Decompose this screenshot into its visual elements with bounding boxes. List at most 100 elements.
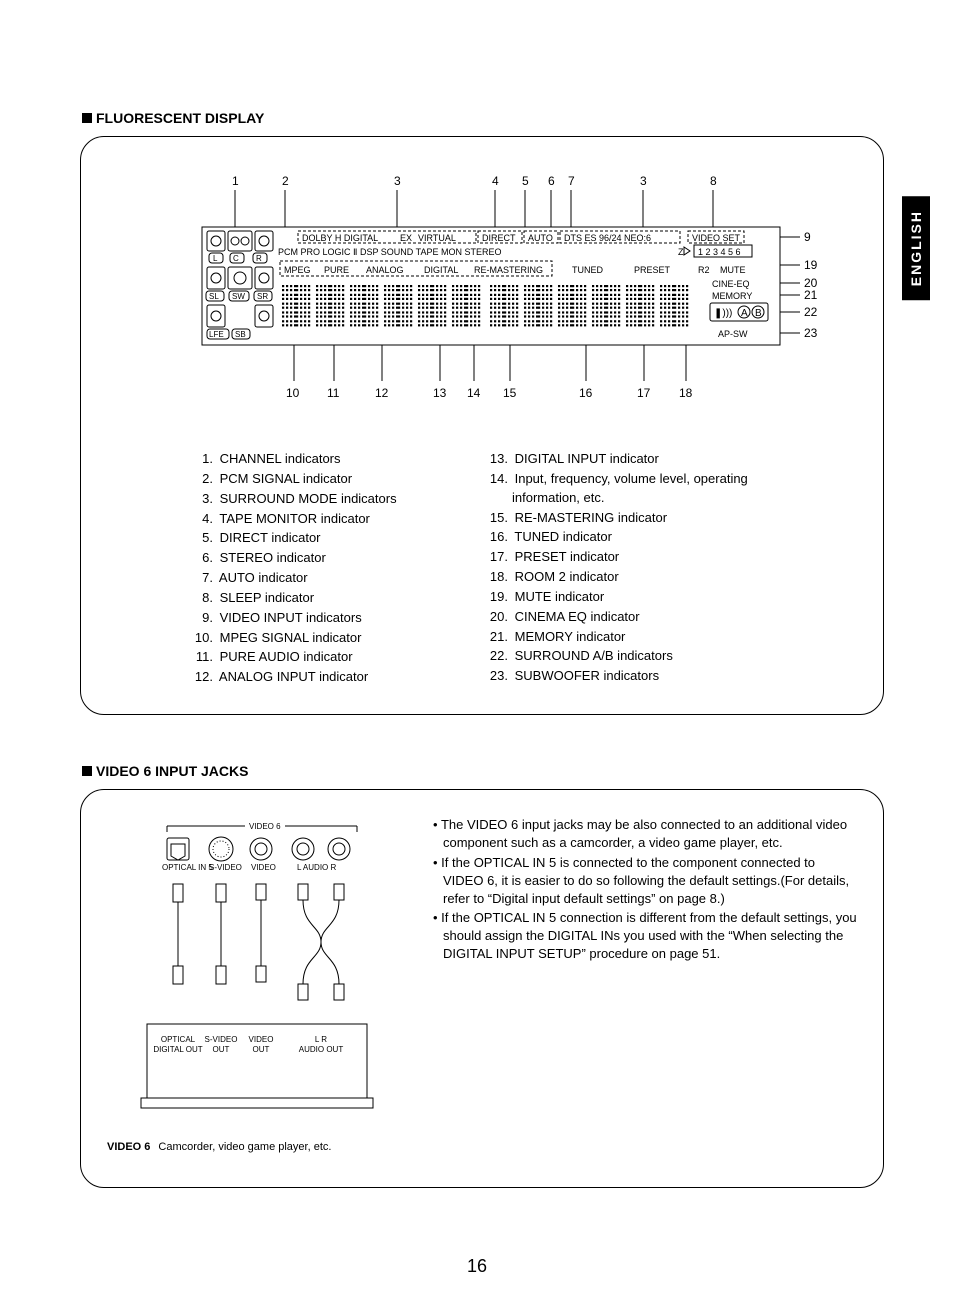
legend-item: 11. PURE AUDIO indicator <box>187 648 482 667</box>
video6-caption: VIDEO 6Camcorder, video game player, etc… <box>107 1141 407 1153</box>
svg-text:6: 6 <box>548 174 555 188</box>
legend-item: 14. Input, frequency, volume level, oper… <box>482 470 777 508</box>
svg-text:17: 17 <box>637 386 651 400</box>
svg-text:EX: EX <box>400 233 412 243</box>
svg-text:VIDEO: VIDEO <box>251 863 276 872</box>
legend-item: 13. DIGITAL INPUT indicator <box>482 450 777 469</box>
svg-text:PRESET: PRESET <box>634 265 671 275</box>
legend-item: 2. PCM SIGNAL indicator <box>187 470 482 489</box>
svg-text:VIDEO SET: VIDEO SET <box>692 233 741 243</box>
svg-text:VIDEO 6: VIDEO 6 <box>249 822 281 831</box>
svg-text:1 2 3 4 5 6: 1 2 3 4 5 6 <box>698 247 741 257</box>
fluorescent-diagram: 1 2 3 4 5 6 7 3 8 <box>107 165 857 430</box>
legend-item: 18. ROOM 2 indicator <box>482 568 777 587</box>
legend-item: 22. SURROUND A/B indicators <box>482 647 777 666</box>
svg-text:SL: SL <box>209 292 219 301</box>
page-number: 16 <box>0 1256 954 1277</box>
legend-item: 4. TAPE MONITOR indicator <box>187 510 482 529</box>
video6-title: VIDEO 6 INPUT JACKS <box>96 763 248 779</box>
svg-text:TUNED: TUNED <box>572 265 603 275</box>
svg-text:OPTICAL: OPTICAL <box>161 1035 196 1044</box>
video6-title-row: VIDEO 6 INPUT JACKS <box>82 763 884 779</box>
video6-bullet: If the OPTICAL IN 5 is connected to the … <box>433 854 857 909</box>
svg-text:SR: SR <box>257 292 268 301</box>
legend-item: 9. VIDEO INPUT indicators <box>187 609 482 628</box>
legend-item: 7. AUTO indicator <box>187 569 482 588</box>
svg-text:DIGITAL OUT: DIGITAL OUT <box>153 1045 202 1054</box>
svg-text:PCM PRO LOGIC Ⅱ DSP SOUND TAP: PCM PRO LOGIC Ⅱ DSP SOUND TAPE MON STERE… <box>278 247 501 257</box>
legend-item: 8. SLEEP indicator <box>187 589 482 608</box>
svg-text:C: C <box>233 254 239 263</box>
svg-text:L: L <box>213 254 218 263</box>
svg-text:5: 5 <box>522 174 529 188</box>
svg-text:22: 22 <box>804 305 818 319</box>
video6-bullet: If the OPTICAL IN 5 connection is differ… <box>433 909 857 964</box>
svg-text:10: 10 <box>286 386 300 400</box>
top-callouts: 1 2 3 4 5 6 7 3 8 <box>232 174 717 188</box>
svg-text:2: 2 <box>282 174 289 188</box>
legend-item: 6. STEREO indicator <box>187 549 482 568</box>
page: FLUORESCENT DISPLAY 1 2 3 4 5 6 7 3 8 <box>0 0 954 1228</box>
svg-text:MEMORY: MEMORY <box>712 291 752 301</box>
svg-text:3: 3 <box>394 174 401 188</box>
svg-text:❚))): ❚))) <box>714 308 732 319</box>
svg-text:DIRECT: DIRECT <box>482 233 516 243</box>
bullet-square-icon <box>82 766 92 776</box>
svg-text:LFE: LFE <box>209 330 224 339</box>
legend-right-col: 13. DIGITAL INPUT indicator14. Input, fr… <box>482 450 777 688</box>
svg-text:R2: R2 <box>698 265 710 275</box>
svg-text:AUTO: AUTO <box>528 233 553 243</box>
svg-text:DTS ES 96/24 NEO:6: DTS ES 96/24 NEO:6 <box>564 233 651 243</box>
svg-text:1: 1 <box>232 174 239 188</box>
svg-text:L R: L R <box>315 1035 327 1044</box>
svg-text:16: 16 <box>579 386 593 400</box>
legend-item: 17. PRESET indicator <box>482 548 777 567</box>
fluorescent-title: FLUORESCENT DISPLAY <box>96 110 264 126</box>
video6-diagram: VIDEO 6 OPTICAL IN 5 S-VIDEO VIDEO <box>107 816 407 1153</box>
legend-item: 5. DIRECT indicator <box>187 529 482 548</box>
legend-left-col: 1. CHANNEL indicators2. PCM SIGNAL indic… <box>187 450 482 688</box>
svg-text:RE-MASTERING: RE-MASTERING <box>474 265 543 275</box>
svg-text:S-VIDEO: S-VIDEO <box>205 1035 238 1044</box>
svg-text:VIDEO: VIDEO <box>249 1035 274 1044</box>
bullet-square-icon <box>82 113 92 123</box>
svg-text:A: A <box>741 308 748 319</box>
svg-text:ANALOG: ANALOG <box>366 265 404 275</box>
svg-text:SW: SW <box>232 292 245 301</box>
legend-item: 3. SURROUND MODE indicators <box>187 490 482 509</box>
svg-text:R: R <box>256 254 262 263</box>
video6-panel: VIDEO 6 OPTICAL IN 5 S-VIDEO VIDEO <box>80 789 884 1188</box>
video6-bullet: The VIDEO 6 input jacks may be also conn… <box>433 816 857 852</box>
svg-text:13: 13 <box>433 386 447 400</box>
legend-item: 12. ANALOG INPUT indicator <box>187 668 482 687</box>
svg-text:Z: Z <box>678 247 684 257</box>
svg-text:DOLBY H DIGITAL: DOLBY H DIGITAL <box>302 233 378 243</box>
bottom-callouts: 10 11 12 13 14 15 16 17 18 <box>286 345 693 400</box>
legend-item: 1. CHANNEL indicators <box>187 450 482 469</box>
svg-text:OUT: OUT <box>253 1045 270 1054</box>
legend-item: 10. MPEG SIGNAL indicator <box>187 629 482 648</box>
fluorescent-panel: 1 2 3 4 5 6 7 3 8 <box>80 136 884 715</box>
legend-item: 21. MEMORY indicator <box>482 628 777 647</box>
svg-text:4: 4 <box>492 174 499 188</box>
svg-text:23: 23 <box>804 326 818 340</box>
svg-text:11: 11 <box>327 386 340 400</box>
legend-item: 20. CINEMA EQ indicator <box>482 608 777 627</box>
svg-text:19: 19 <box>804 258 818 272</box>
legend-item: 19. MUTE indicator <box>482 588 777 607</box>
svg-text:OUT: OUT <box>213 1045 230 1054</box>
svg-text:7: 7 <box>568 174 575 188</box>
svg-text:OPTICAL IN 5: OPTICAL IN 5 <box>162 863 213 872</box>
svg-text:L AUDIO R: L AUDIO R <box>297 863 336 872</box>
svg-text:VIRTUAL: VIRTUAL <box>418 233 456 243</box>
svg-text:14: 14 <box>467 386 481 400</box>
svg-text:MUTE: MUTE <box>720 265 746 275</box>
svg-text:S-VIDEO: S-VIDEO <box>209 863 242 872</box>
svg-text:B: B <box>755 308 762 319</box>
indicator-legend: 1. CHANNEL indicators2. PCM SIGNAL indic… <box>107 450 857 688</box>
svg-text:21: 21 <box>804 288 818 302</box>
fluorescent-title-row: FLUORESCENT DISPLAY <box>82 110 884 126</box>
svg-text:AUDIO OUT: AUDIO OUT <box>299 1045 344 1054</box>
video6-bullets: The VIDEO 6 input jacks may be also conn… <box>433 816 857 1153</box>
svg-text:8: 8 <box>710 174 717 188</box>
